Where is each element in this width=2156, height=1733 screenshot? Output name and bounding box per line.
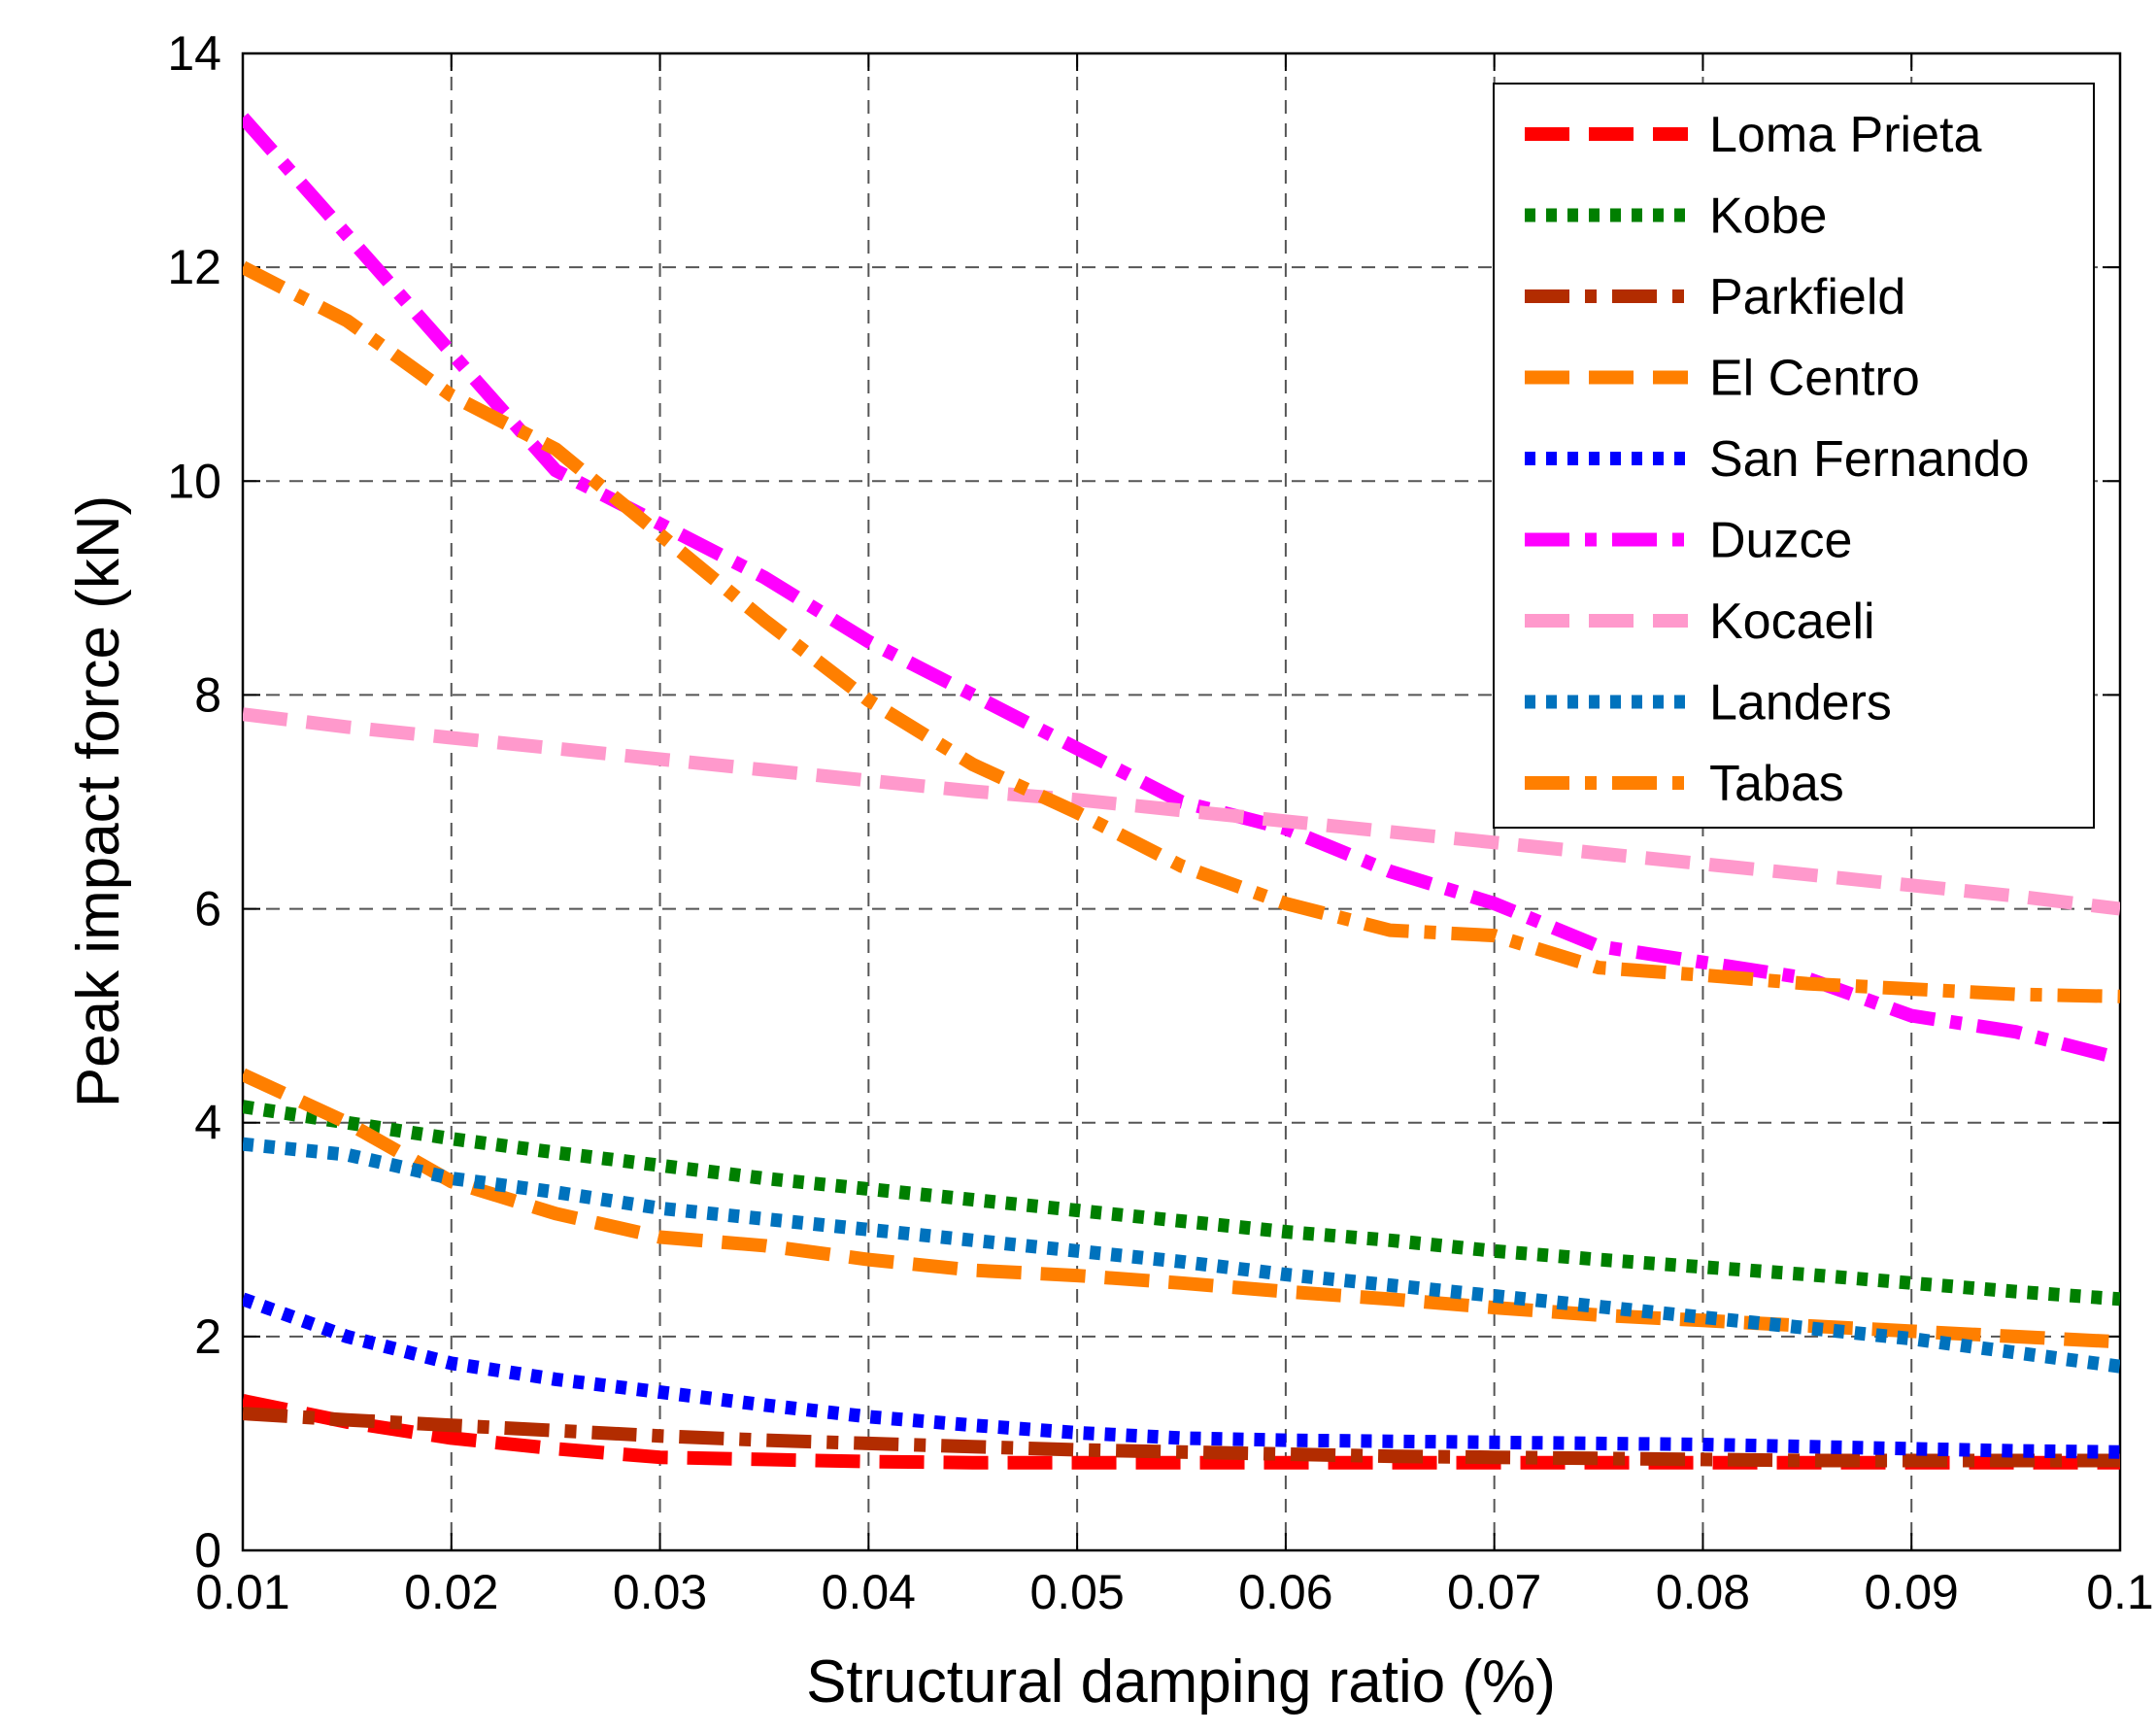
y-tick-label: 12 xyxy=(167,240,221,294)
x-tick-label: 0.02 xyxy=(404,1565,498,1619)
legend-label-kobe: Kobe xyxy=(1709,188,1827,245)
plot-area-frame xyxy=(241,51,2122,1552)
legend-label-tabas: Tabas xyxy=(1709,756,1844,812)
legend-label-duzce: Duzce xyxy=(1709,513,1852,569)
x-tick-label: 0.06 xyxy=(1238,1565,1332,1619)
legend-label-loma-prieta: Loma Prieta xyxy=(1709,107,1981,163)
x-tick-label: 0.05 xyxy=(1029,1565,1124,1619)
x-tick-label: 0.1 xyxy=(2086,1565,2154,1619)
legend-label-san-fernando: San Fernando xyxy=(1709,431,2030,488)
axis-ticks: 0.01 0.02 0.03 0.04 0.05 0.06 0.07 0.08 0.09 0.1 0… xyxy=(167,26,2153,1619)
series-line-kocaeli xyxy=(243,707,2120,916)
y-tick-label: 10 xyxy=(167,454,221,508)
x-axis-title: Structural damping ratio (%) xyxy=(806,1648,1556,1716)
x-tick-label: 0.04 xyxy=(822,1565,916,1619)
y-tick-label: 2 xyxy=(194,1309,221,1364)
x-tick-label: 0.09 xyxy=(1865,1565,1959,1619)
series-line-kobe xyxy=(243,1100,2120,1307)
series-lines xyxy=(243,113,2120,1470)
x-tick-label: 0.01 xyxy=(195,1565,289,1619)
legend: Loma Prieta Kobe Parkfield El Centro San Fer… xyxy=(1493,83,2095,829)
y-axis-title: Peak impact force (kN) xyxy=(65,495,132,1108)
legend-label-el-centro: El Centro xyxy=(1709,351,1920,407)
y-tick-label: 6 xyxy=(194,882,221,936)
y-tick-label: 0 xyxy=(194,1523,221,1578)
x-tick-label: 0.07 xyxy=(1447,1565,1541,1619)
series-line-landers xyxy=(243,1137,2120,1374)
y-tick-label: 14 xyxy=(167,26,221,81)
x-tick-label: 0.08 xyxy=(1656,1565,1750,1619)
x-tick-label: 0.03 xyxy=(613,1565,707,1619)
series-line-parkfield xyxy=(243,1407,2120,1468)
series-line-duzce xyxy=(243,113,2120,1066)
series-line-san-fernando xyxy=(243,1292,2120,1459)
series-line-el-centro xyxy=(243,1068,2120,1349)
legend-label-parkfield: Parkfield xyxy=(1709,269,1905,325)
y-tick-label: 8 xyxy=(194,667,221,722)
series-line-loma-prieta xyxy=(243,1394,2120,1470)
legend-label-landers: Landers xyxy=(1709,675,1892,731)
legend-label-kocaeli: Kocaeli xyxy=(1709,594,1875,650)
y-tick-label: 4 xyxy=(194,1096,221,1150)
series-line-tabas xyxy=(243,260,2120,1003)
